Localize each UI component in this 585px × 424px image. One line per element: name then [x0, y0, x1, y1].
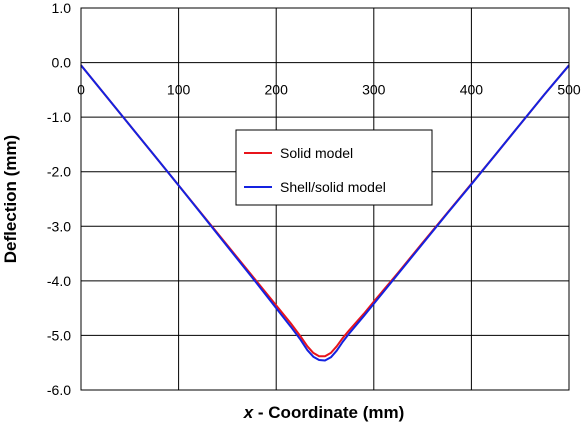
y-axis-title: Deflection (mm): [1, 135, 20, 263]
legend: Solid model Shell/solid model: [235, 129, 433, 206]
x-tick-labels: 0 100 200 300 400 500: [77, 82, 581, 98]
y-tick-label: -4.0: [47, 273, 71, 289]
y-tick-label: -3.0: [47, 218, 71, 234]
legend-box: [235, 129, 433, 206]
series-lines: [80, 64, 570, 362]
shell-solid-model-line: [80, 64, 570, 362]
legend-label: Solid model: [280, 145, 353, 161]
y-tick-label: -5.0: [47, 327, 71, 343]
y-tick-label: 0.0: [52, 55, 72, 71]
y-tick-label: -6.0: [47, 382, 71, 398]
plot-area-frame: [80, 7, 570, 391]
grid: [81, 8, 569, 390]
solid-model-line: [80, 64, 570, 358]
legend-label: Shell/solid model: [280, 179, 386, 195]
x-tick-label: 300: [362, 82, 386, 98]
y-tick-label: 1.0: [52, 0, 72, 16]
x-axis-title: x - Coordinate (mm): [243, 403, 405, 422]
x-tick-label: 100: [167, 82, 191, 98]
y-tick-label: -1.0: [47, 109, 71, 125]
y-tick-label: -2.0: [47, 164, 71, 180]
x-axis-variable: x: [243, 403, 255, 422]
x-axis-title-rest: - Coordinate (mm): [253, 403, 404, 422]
x-tick-label: 200: [265, 82, 289, 98]
y-tick-labels: 1.0 0.0 -1.0 -2.0 -3.0 -4.0 -5.0 -6.0: [47, 0, 71, 398]
x-tick-label: 400: [460, 82, 484, 98]
